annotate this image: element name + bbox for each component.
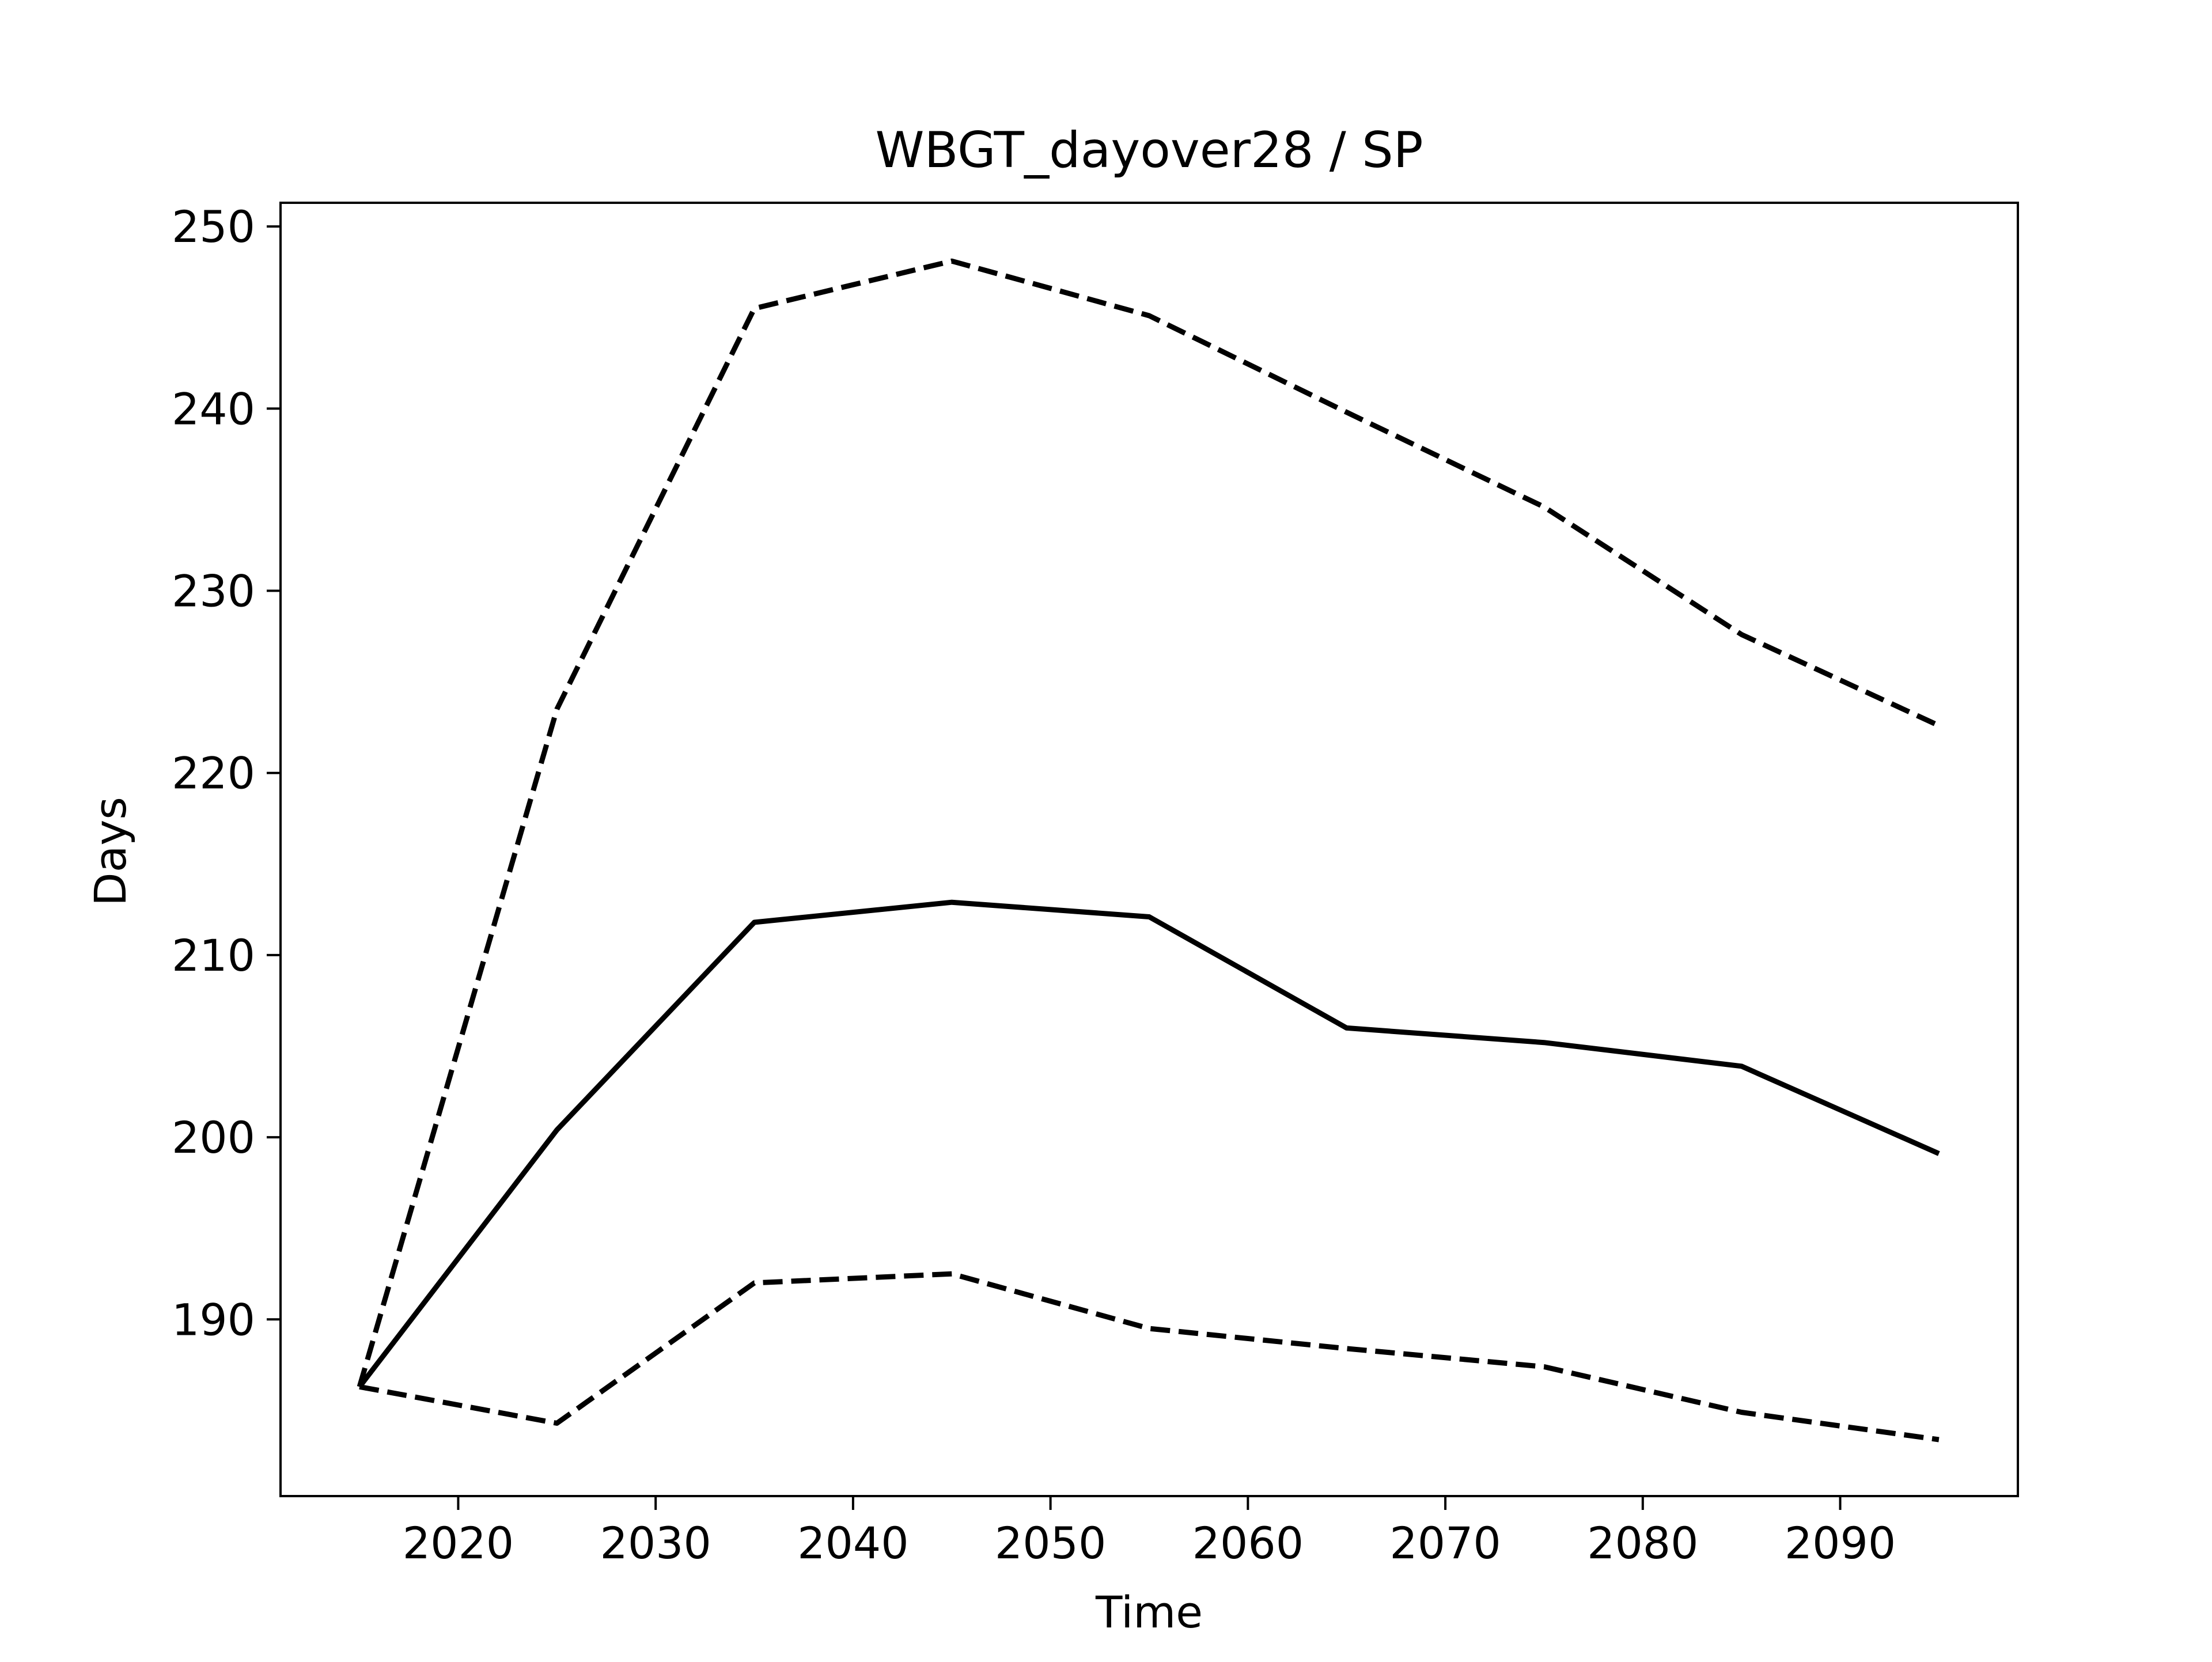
y-tick-label-220: 220 [172, 748, 255, 799]
axes: 2020 2030 2040 2050 2060 2070 2080 2090 190 200 21… [172, 201, 2019, 1569]
y-tick-label-190: 190 [172, 1294, 255, 1345]
series-line-2 [357, 258, 1940, 1388]
y-tick-label-210: 210 [172, 930, 255, 981]
series-line-1 [357, 899, 1940, 1389]
x-tick-label-2070: 2070 [1389, 1517, 1501, 1569]
x-axis-label: Time [1095, 1587, 1203, 1638]
x-tick-label-2030: 2030 [600, 1517, 711, 1569]
y-tick-label-200: 200 [172, 1112, 255, 1163]
plot-area [357, 258, 1940, 1443]
x-tick-label-2050: 2050 [995, 1517, 1106, 1569]
axes-frame [279, 202, 2019, 1497]
series-line-3 [359, 1271, 1940, 1443]
y-tick-label-230: 230 [172, 566, 255, 617]
y-axis-label: Days [85, 797, 136, 906]
x-tick-label-2090: 2090 [1785, 1517, 1896, 1569]
y-tick-label-250: 250 [172, 201, 255, 252]
x-tick-label-2020: 2020 [403, 1517, 514, 1569]
x-tick-label-2040: 2040 [797, 1517, 908, 1569]
chart-title: WBGT_dayover28 / SP [875, 122, 1423, 179]
x-tick-label-2060: 2060 [1192, 1517, 1304, 1569]
x-tick-label-2080: 2080 [1587, 1517, 1698, 1569]
y-tick-label-240: 240 [172, 383, 255, 434]
